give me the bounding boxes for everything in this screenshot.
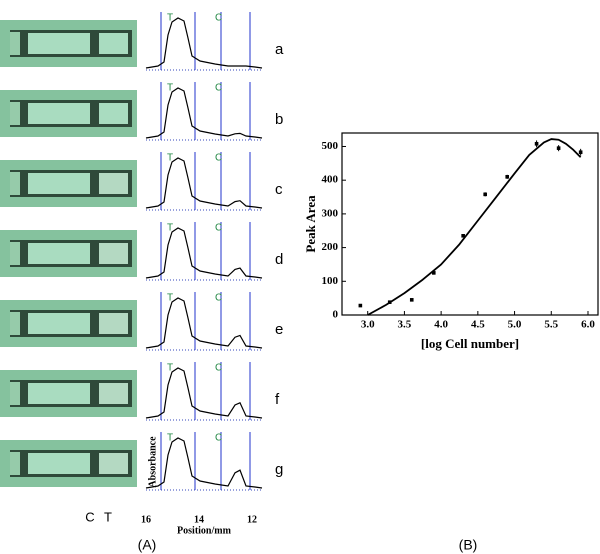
panel-label: (B) <box>459 537 478 553</box>
fit-curve <box>367 138 582 316</box>
strip-edge <box>10 172 20 195</box>
x-axis-label: [log Cell number] <box>421 336 519 351</box>
strip-window-light <box>28 383 90 404</box>
y-axis-label: Peak Area <box>303 195 318 253</box>
position-label: Position/mm <box>177 525 232 536</box>
trace-c-label: C <box>215 293 222 304</box>
data-point <box>578 150 583 155</box>
strip-window-light <box>99 243 128 264</box>
x-tick-label: 4.0 <box>434 319 448 331</box>
strip-edge <box>10 452 20 475</box>
x-tick-label: 6.0 <box>581 319 595 331</box>
strip-c-label: C <box>85 509 94 524</box>
strip-window-light <box>99 453 128 474</box>
strip-edge <box>10 382 20 405</box>
trace <box>145 17 263 69</box>
trace-t-label: T <box>167 433 173 444</box>
strip-window-light <box>99 313 128 334</box>
strip-window-light <box>99 103 128 124</box>
plot-frame <box>341 132 599 316</box>
strip-edge <box>10 102 20 125</box>
position-tick-label: 14 <box>194 514 204 525</box>
strip-edge <box>10 32 20 55</box>
row-label: c <box>275 181 283 198</box>
y-tick-label: 300 <box>322 207 339 219</box>
strip-window-light <box>28 243 90 264</box>
strip-window-light <box>28 453 90 474</box>
strip-t-label: T <box>104 509 112 524</box>
data-point <box>358 303 363 308</box>
y-tick-label: 500 <box>322 140 339 152</box>
data-point <box>461 233 465 238</box>
x-tick-label: 3.0 <box>361 319 375 331</box>
trace-c-label: C <box>215 223 222 234</box>
y-tick-label: 0 <box>333 309 339 321</box>
x-tick-label: 4.5 <box>471 319 485 331</box>
row-label: a <box>275 41 284 58</box>
absorbance-label: Absorbance <box>147 436 158 488</box>
x-tick-label: 5.0 <box>508 319 522 331</box>
y-tick-label: 400 <box>322 174 339 186</box>
data-point <box>431 271 436 275</box>
trace-t-label: T <box>167 363 173 374</box>
row-label: d <box>275 251 283 268</box>
row-label: e <box>275 321 283 338</box>
data-point <box>409 298 414 302</box>
trace <box>145 437 263 489</box>
strip-window-light <box>99 383 128 404</box>
position-tick-label: 16 <box>141 514 151 525</box>
trace-c-label: C <box>215 153 222 164</box>
trace <box>145 367 263 419</box>
row-label: b <box>275 111 283 128</box>
trace <box>145 297 263 349</box>
trace-t-label: T <box>167 13 173 24</box>
trace <box>145 227 263 279</box>
data-point <box>556 146 561 150</box>
x-tick-label: 5.5 <box>544 319 558 331</box>
strip-window-light <box>28 173 90 194</box>
x-tick-label: 3.5 <box>398 319 412 331</box>
row-label: g <box>275 461 283 478</box>
strip-window-light <box>28 33 90 54</box>
row-label: f <box>275 391 280 408</box>
trace-t-label: T <box>167 223 173 234</box>
data-point <box>534 141 539 146</box>
data-point <box>483 192 487 197</box>
trace-t-label: T <box>167 83 173 94</box>
trace-c-label: C <box>215 433 222 444</box>
strip-window-light <box>99 173 128 194</box>
trace-c-label: C <box>215 363 222 374</box>
y-tick-label: 100 <box>322 275 339 287</box>
data-point <box>505 175 510 179</box>
trace-c-label: C <box>215 83 222 94</box>
trace <box>145 87 263 139</box>
trace-t-label: T <box>167 153 173 164</box>
strip-edge <box>10 242 20 265</box>
strip-window-light <box>28 313 90 334</box>
position-tick-label: 12 <box>247 514 257 525</box>
trace-t-label: T <box>167 293 173 304</box>
trace-c-label: C <box>215 13 222 24</box>
trace <box>145 157 263 209</box>
strip-edge <box>10 312 20 335</box>
y-tick-label: 200 <box>322 241 339 253</box>
strip-window-light <box>99 33 128 54</box>
strip-window-light <box>28 103 90 124</box>
panel-label: (A) <box>138 537 157 553</box>
